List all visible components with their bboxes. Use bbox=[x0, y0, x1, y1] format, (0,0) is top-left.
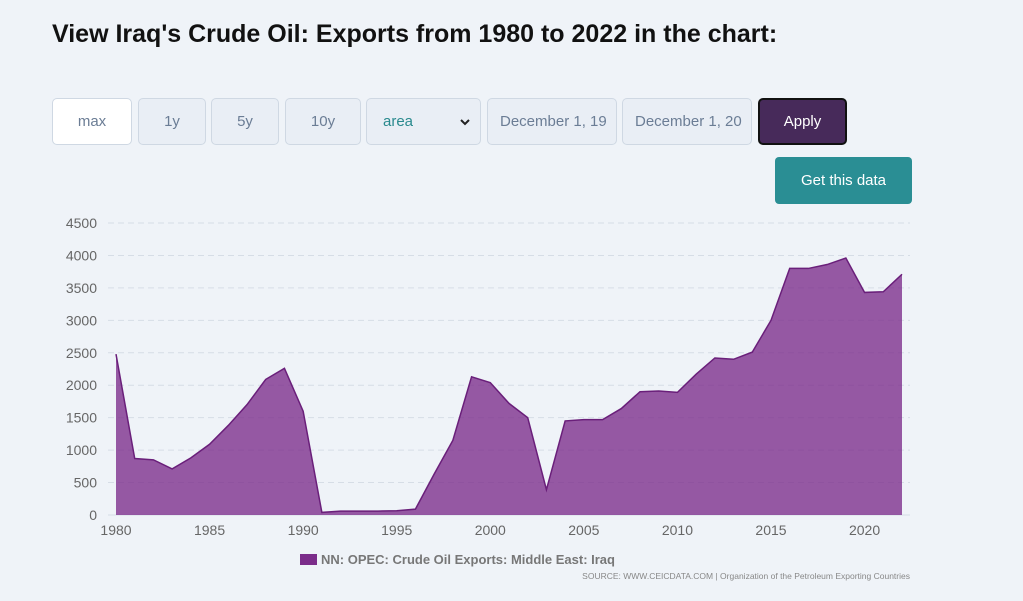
chart-type-select[interactable]: area bbox=[366, 98, 481, 145]
y-tick-label: 3000 bbox=[66, 312, 97, 328]
chevron-down-icon bbox=[460, 118, 470, 125]
x-tick-label: 1985 bbox=[194, 522, 225, 538]
range-5y-button[interactable]: 5y bbox=[211, 98, 279, 145]
area-fill bbox=[116, 258, 902, 515]
y-tick-label: 3500 bbox=[66, 280, 97, 296]
chart-legend[interactable]: NN: OPEC: Crude Oil Exports: Middle East… bbox=[300, 552, 615, 567]
x-tick-label: 2005 bbox=[568, 522, 599, 538]
y-tick-label: 1000 bbox=[66, 442, 97, 458]
x-tick-label: 1980 bbox=[100, 522, 131, 538]
get-this-data-button[interactable]: Get this data bbox=[775, 157, 912, 204]
legend-label: NN: OPEC: Crude Oil Exports: Middle East… bbox=[321, 552, 615, 567]
series-line bbox=[115, 257, 903, 514]
range-max-button[interactable]: max bbox=[52, 98, 132, 145]
y-axis-ticks: 0 500 1000 1500 2000 2500 3000 3500 4000 4500 bbox=[66, 215, 97, 523]
y-tick-label: 2000 bbox=[66, 377, 97, 393]
x-tick-label: 1995 bbox=[381, 522, 412, 538]
y-tick-label: 1500 bbox=[66, 410, 97, 426]
y-tick-label: 0 bbox=[89, 507, 97, 523]
page-title: View Iraq's Crude Oil: Exports from 1980… bbox=[52, 20, 778, 48]
start-date-input[interactable]: December 1, 19 bbox=[487, 98, 617, 145]
y-tick-label: 2500 bbox=[66, 345, 97, 361]
x-tick-label: 2020 bbox=[849, 522, 880, 538]
legend-swatch bbox=[300, 554, 317, 565]
y-tick-label: 4500 bbox=[66, 215, 97, 231]
chart-type-select-value: area bbox=[383, 113, 414, 130]
end-date-input[interactable]: December 1, 20 bbox=[622, 98, 752, 145]
source-note: SOURCE: WWW.CEICDATA.COM | Organization … bbox=[582, 571, 910, 581]
range-10y-button[interactable]: 10y bbox=[285, 98, 361, 145]
x-tick-label: 2000 bbox=[475, 522, 506, 538]
x-axis-ticks: 1980 1985 1990 1995 2000 2005 2010 2015 2020 bbox=[100, 522, 880, 538]
range-1y-button[interactable]: 1y bbox=[138, 98, 206, 145]
apply-button[interactable]: Apply bbox=[758, 98, 847, 145]
x-tick-label: 2010 bbox=[662, 522, 693, 538]
y-tick-label: 500 bbox=[74, 475, 98, 491]
x-tick-label: 1990 bbox=[288, 522, 319, 538]
series-area bbox=[115, 257, 903, 515]
x-tick-label: 2015 bbox=[755, 522, 786, 538]
y-tick-label: 4000 bbox=[66, 247, 97, 263]
